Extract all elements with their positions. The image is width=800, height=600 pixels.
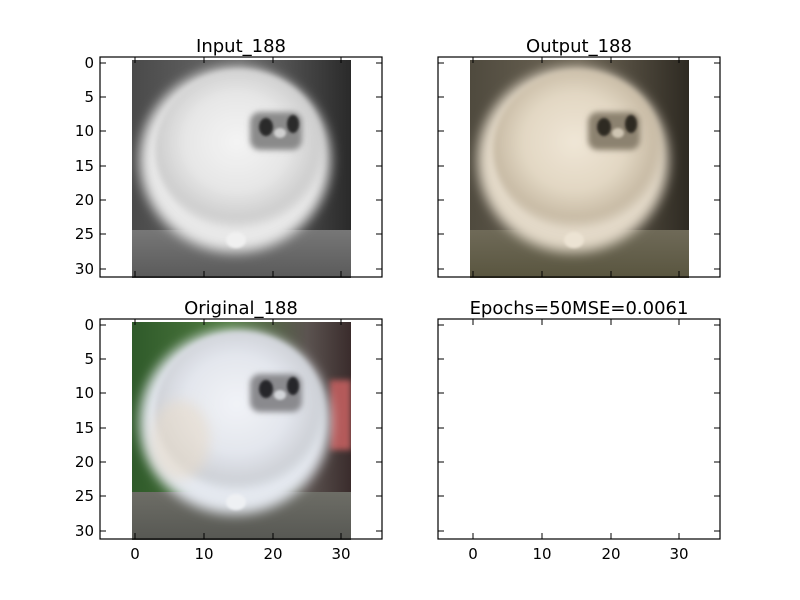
x-tick-label: 10 xyxy=(532,545,551,563)
y-ticks-metrics xyxy=(438,324,720,532)
y-tick-label: 15 xyxy=(75,157,94,175)
y-tick-label: 25 xyxy=(75,225,94,243)
y-tick-label: 30 xyxy=(75,260,94,278)
y-tick-label: 5 xyxy=(84,88,94,106)
x-tick-label: 0 xyxy=(468,545,478,563)
subplot-title-input: Input_188 xyxy=(196,36,286,57)
x-ticks-input xyxy=(134,57,342,277)
y-ticks-original: 0 5 10 15 20 25 30 xyxy=(75,316,382,540)
y-tick-label: 0 xyxy=(84,316,94,334)
subplot-title-output: Output_188 xyxy=(526,36,632,57)
y-tick-label: 5 xyxy=(84,350,94,368)
axes-frame-input xyxy=(99,56,383,278)
x-tick-label: 10 xyxy=(194,545,213,563)
x-tick-label: 0 xyxy=(130,545,140,563)
subplot-output: Output_188 xyxy=(437,36,721,278)
image-input xyxy=(132,60,351,278)
y-tick-label: 10 xyxy=(75,122,94,140)
axes-frame-output xyxy=(437,56,721,278)
x-ticks-metrics: 0 10 20 30 xyxy=(468,319,689,563)
x-tick-label: 30 xyxy=(669,545,688,563)
y-tick-label: 20 xyxy=(75,191,94,209)
image-original xyxy=(132,322,351,540)
y-ticks-input: 0 5 10 15 20 25 30 xyxy=(75,54,382,278)
subplot-input: Input_188 0 5 10 15 20 25 xyxy=(75,36,383,278)
subplot-title-metrics: Epochs=50MSE=0.0061 xyxy=(470,298,689,319)
image-output xyxy=(470,60,689,278)
y-tick-label: 10 xyxy=(75,384,94,402)
y-tick-label: 0 xyxy=(84,54,94,72)
x-tick-label: 20 xyxy=(263,545,282,563)
axes-frame-metrics xyxy=(437,318,721,540)
subplot-original: Original_188 0 5 10 15 2 xyxy=(75,298,383,563)
y-tick-label: 30 xyxy=(75,522,94,540)
y-tick-label: 15 xyxy=(75,419,94,437)
x-tick-label: 30 xyxy=(331,545,350,563)
x-ticks-original: 0 10 20 30 xyxy=(130,319,351,563)
subplot-title-original: Original_188 xyxy=(184,298,298,319)
axes-frame-original xyxy=(99,318,383,540)
y-ticks-output xyxy=(438,62,720,270)
y-tick-label: 20 xyxy=(75,453,94,471)
x-tick-label: 20 xyxy=(601,545,620,563)
subplot-metrics: Epochs=50MSE=0.0061 0 10 20 30 xyxy=(437,298,721,563)
y-tick-label: 25 xyxy=(75,487,94,505)
x-ticks-output xyxy=(472,57,680,277)
